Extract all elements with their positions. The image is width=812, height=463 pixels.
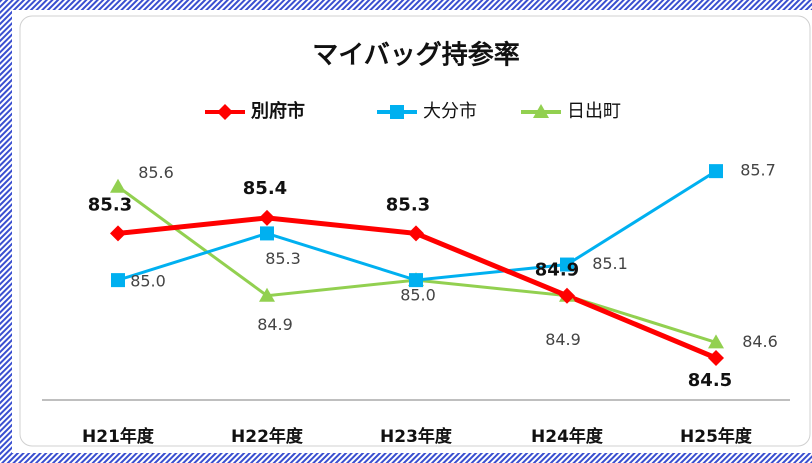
- legend-marker: [217, 104, 233, 120]
- data-label: 84.9: [545, 330, 581, 349]
- point: [409, 273, 423, 288]
- point: [709, 164, 723, 179]
- data-label: 85.1: [592, 254, 628, 273]
- data-label: 85.0: [400, 286, 436, 305]
- data-label: 85.0: [130, 272, 166, 291]
- data-label: 85.3: [265, 249, 301, 268]
- data-label: 84.6: [742, 332, 778, 351]
- data-label: 85.3: [386, 194, 430, 215]
- point: [111, 273, 125, 288]
- legend-label: 別府市: [251, 100, 305, 122]
- point: [259, 209, 275, 226]
- data-label: 85.3: [88, 194, 132, 215]
- point: [408, 225, 424, 242]
- x-tick-label: H21年度: [82, 426, 155, 447]
- data-label: 85.7: [740, 161, 776, 180]
- point: [559, 287, 575, 304]
- x-tick-label: H25年度: [680, 426, 753, 447]
- legend-marker: [390, 105, 404, 119]
- legend-label: 日出町: [567, 101, 621, 122]
- point: [708, 349, 724, 366]
- point: [560, 257, 574, 272]
- point: [260, 226, 274, 241]
- legend-marker: [533, 104, 549, 118]
- data-label: 85.6: [138, 163, 174, 182]
- data-label: 84.5: [688, 370, 732, 391]
- point: [110, 178, 126, 193]
- x-tick-label: H22年度: [231, 426, 304, 447]
- x-tick-label: H24年度: [531, 426, 604, 447]
- point: [110, 225, 126, 242]
- chart-title: マイバッグ持参率: [312, 40, 519, 71]
- data-label: 85.4: [243, 178, 287, 199]
- data-label: 84.9: [535, 260, 579, 281]
- point: [259, 287, 275, 302]
- x-tick-label: H23年度: [380, 426, 453, 447]
- data-label: 84.9: [257, 315, 293, 334]
- legend-label: 大分市: [423, 101, 477, 122]
- point: [708, 334, 724, 349]
